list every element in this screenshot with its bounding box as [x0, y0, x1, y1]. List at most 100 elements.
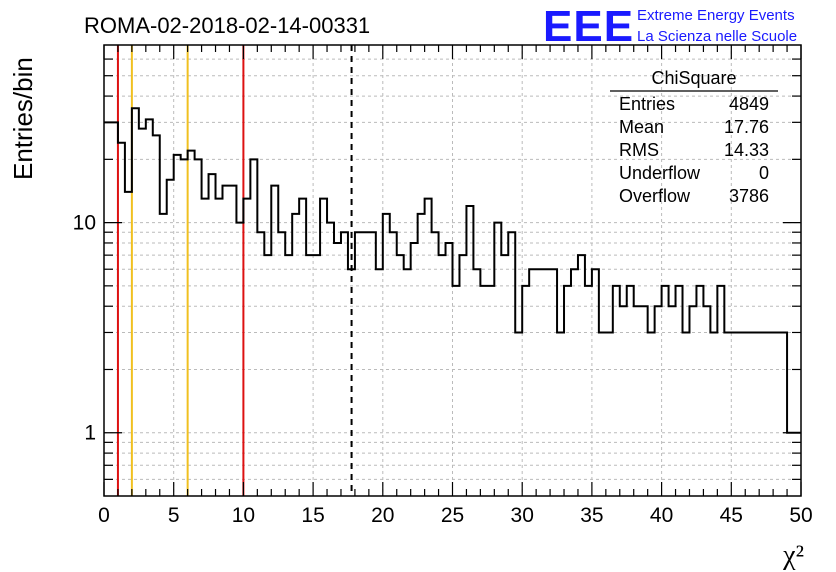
histogram-bin	[418, 214, 425, 496]
x-axis-label: χ²	[782, 540, 804, 571]
histogram-bin	[508, 232, 515, 496]
histogram-bin	[536, 269, 543, 496]
x-tick-label: 25	[441, 504, 464, 527]
stats-rows: Entries 4849 Mean 17.76 RMS 14.33 Underflow 0 Ov…	[619, 94, 769, 206]
histogram-bin	[216, 199, 223, 496]
histogram-bin	[320, 199, 327, 496]
histogram-bin	[752, 332, 759, 496]
histogram-bin	[425, 199, 432, 496]
stats-title: ChiSquare	[651, 68, 736, 88]
histogram-bin	[264, 255, 271, 496]
histogram-bin	[501, 255, 508, 496]
histogram-bin	[599, 332, 606, 496]
histogram-bin	[731, 332, 738, 496]
stats-box: ChiSquare Entries 4849 Mean 17.76 RMS 14.33 Un…	[610, 68, 778, 206]
histogram-bin	[209, 174, 216, 496]
histogram-bin	[453, 286, 460, 496]
histogram-bin	[557, 332, 564, 496]
histogram-bin	[250, 159, 257, 496]
x-tick-label: 50	[789, 504, 812, 527]
histogram-bin	[362, 232, 369, 496]
histogram-bin	[376, 269, 383, 496]
histogram-bin	[132, 108, 139, 496]
x-tick-label: 0	[98, 504, 110, 527]
x-tick-label: 15	[301, 504, 324, 527]
histogram-bin	[153, 135, 160, 496]
histogram-bin	[292, 214, 299, 496]
histogram-bin	[383, 214, 390, 496]
histogram-step-line	[104, 107, 801, 434]
grid-lines	[104, 45, 801, 496]
histogram-bin	[571, 269, 578, 496]
histogram-bin	[195, 159, 202, 496]
histogram-bin	[529, 269, 536, 496]
histogram-bin	[676, 286, 683, 496]
histogram-bin	[592, 269, 599, 496]
histogram-bin	[278, 232, 285, 496]
stats-row-label: Mean	[619, 117, 664, 137]
x-tick-label: 30	[511, 504, 534, 527]
stats-row-label: Entries	[619, 94, 675, 114]
histogram-bin	[222, 186, 229, 496]
histogram-bin	[390, 232, 397, 496]
histogram-bin	[285, 255, 292, 496]
histogram-bin	[550, 269, 557, 496]
histogram-bin	[369, 232, 376, 496]
histogram-bin	[606, 332, 613, 496]
stats-row-label: Underflow	[619, 163, 701, 183]
histogram-bin	[585, 286, 592, 496]
histogram-bin	[766, 332, 773, 496]
histogram-bin	[411, 243, 418, 496]
histogram-bin	[543, 269, 550, 496]
stats-row-value: 17.76	[724, 117, 769, 137]
histogram-bin	[306, 255, 313, 496]
histogram-bin	[404, 269, 411, 496]
histogram-bin	[466, 206, 473, 496]
x-tick-label: 5	[168, 504, 180, 527]
histogram-bin	[125, 192, 132, 496]
x-tick-label: 45	[720, 504, 743, 527]
histogram-bin	[669, 306, 676, 496]
histogram-bin	[494, 223, 501, 496]
histogram-bin	[634, 306, 641, 496]
histogram-bin	[432, 232, 439, 496]
x-tick-label: 35	[580, 504, 603, 527]
histogram-bin	[459, 255, 466, 496]
chart-title: ROMA-02-2018-02-14-00331	[84, 13, 370, 38]
histogram-bin	[348, 269, 355, 496]
histogram-bin	[181, 159, 188, 496]
histogram-bin	[118, 143, 125, 496]
histogram-bin	[689, 306, 696, 496]
histogram-bin	[648, 332, 655, 496]
histogram-bin	[334, 243, 341, 496]
x-tick-label: 20	[371, 504, 394, 527]
histogram-bin	[613, 286, 620, 496]
histogram-bin	[397, 255, 404, 496]
histogram-bin	[111, 122, 118, 496]
histogram-bin	[202, 199, 209, 496]
histogram-bin	[717, 286, 724, 496]
histogram-bin	[780, 332, 787, 496]
eee-logo-line2: La Scienza nelle Scuole	[637, 28, 797, 45]
histogram-bin	[313, 255, 320, 496]
eee-logo-line1: Extreme Energy Events	[637, 7, 795, 24]
histogram-bin	[522, 286, 529, 496]
histogram-bin	[745, 332, 752, 496]
histogram-bin	[487, 286, 494, 496]
histogram-bin	[627, 286, 634, 496]
histogram-bin	[773, 332, 780, 496]
histogram-bin	[662, 286, 669, 496]
histogram-bin	[446, 243, 453, 496]
histogram-bin	[696, 286, 703, 496]
histogram-bin	[710, 332, 717, 496]
stats-row-label: RMS	[619, 140, 659, 160]
histogram-bin	[655, 306, 662, 496]
histogram-bin	[564, 286, 571, 496]
stats-row-value: 3786	[729, 186, 769, 206]
eee-logo: EEE Extreme Energy Events La Scienza nel…	[543, 2, 797, 51]
histogram-bin	[243, 199, 250, 496]
histogram-bin	[271, 186, 278, 496]
stats-row-label: Overflow	[619, 186, 691, 206]
histogram-bin	[188, 151, 195, 496]
